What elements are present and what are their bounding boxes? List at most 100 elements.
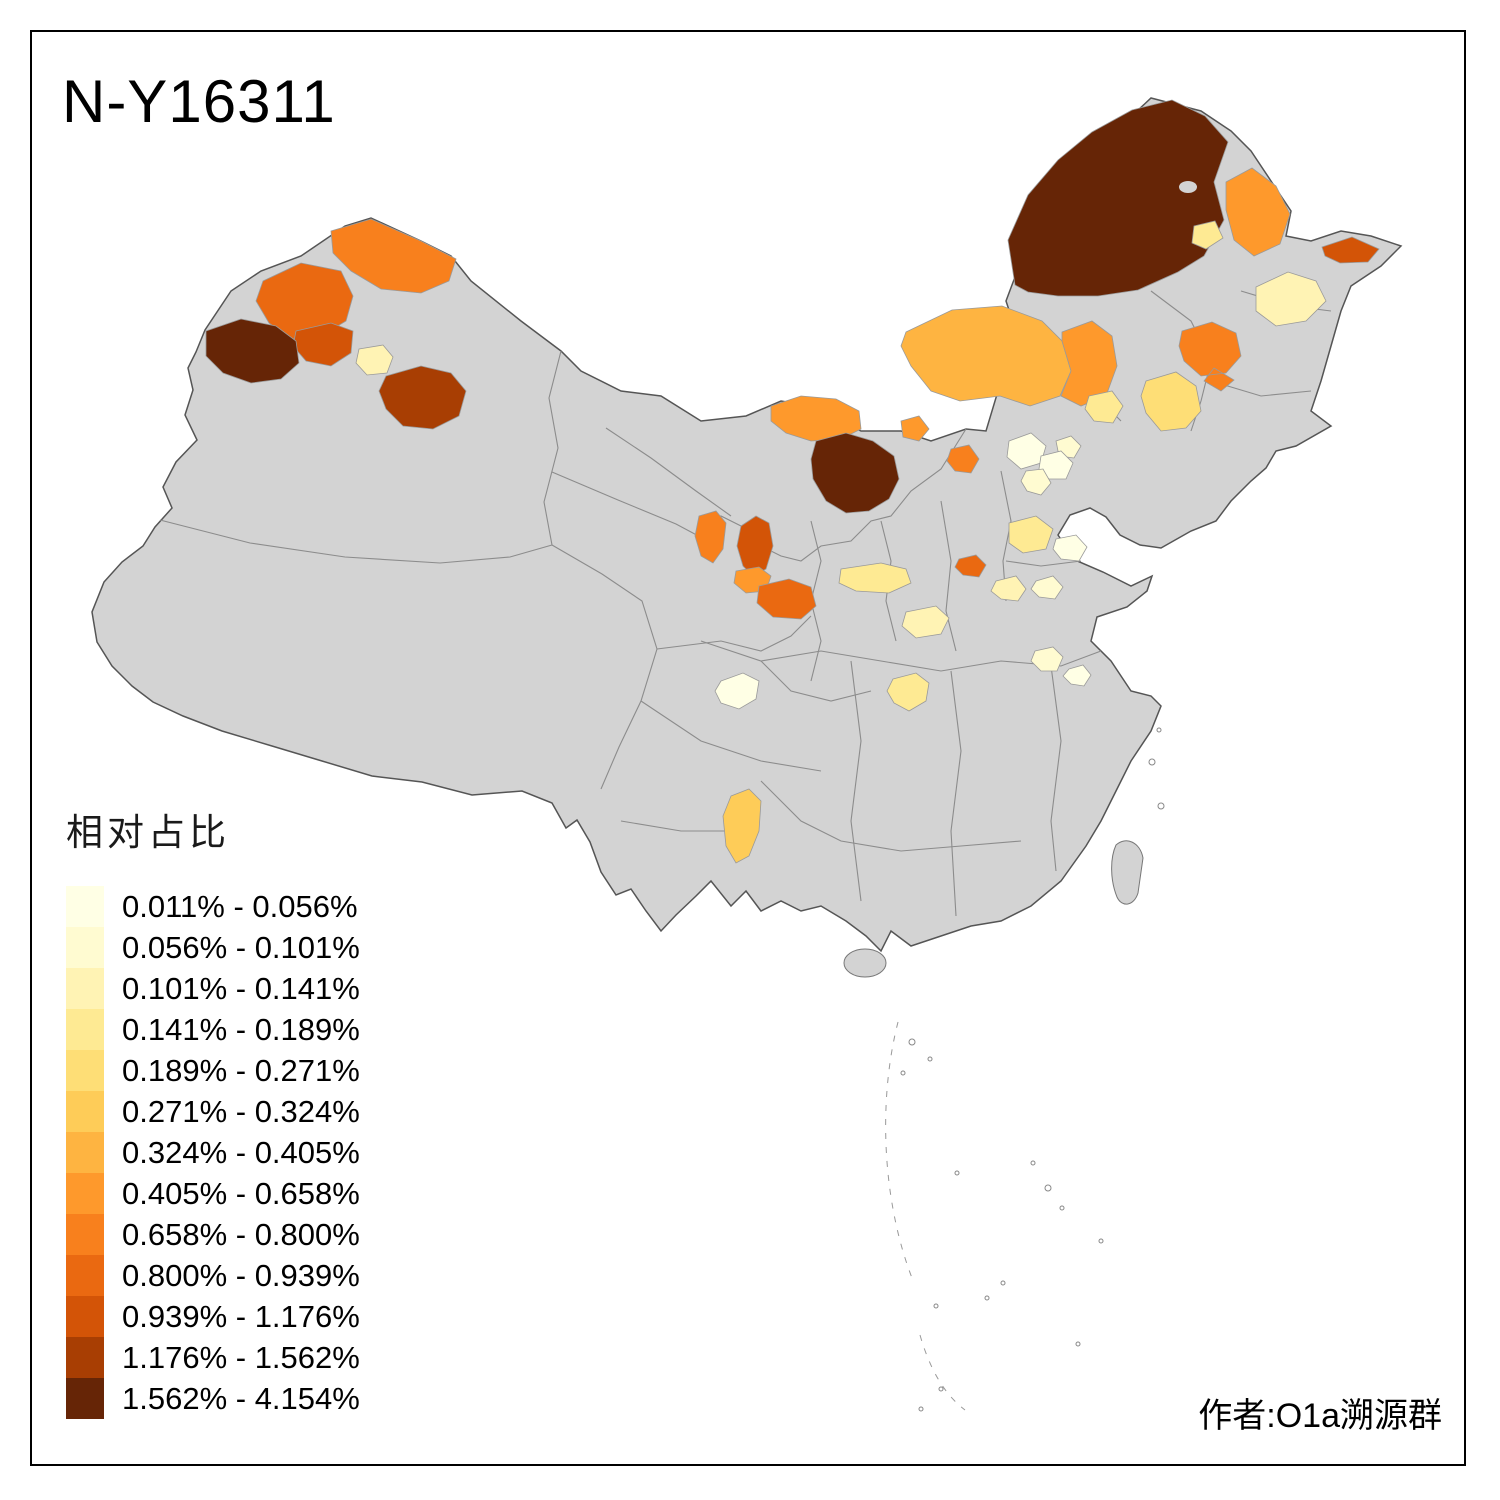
legend-row: 0.324% - 0.405% [66,1132,360,1173]
map-region [1020,468,1052,496]
map-region [838,562,912,594]
province-border-line [640,700,822,772]
legend-swatch [66,1378,104,1419]
legend: 相对占比 0.011% - 0.056% 0.056% - 0.101% 0.101… [66,802,360,1419]
province-border-line [656,615,812,652]
legend-label: 0.405% - 0.658% [122,1175,360,1211]
legend-label: 1.562% - 4.154% [122,1380,360,1416]
legend-swatch [66,1255,104,1296]
legend-label: 0.939% - 1.176% [122,1298,360,1334]
legend-label: 0.056% - 0.101% [122,929,360,965]
enclave-dot [1179,181,1197,193]
legend-swatch [66,968,104,1009]
map-region [954,554,987,578]
province-border-line [1050,665,1062,872]
province-border-line [543,350,562,546]
map-region [1178,321,1242,392]
map-region [810,432,900,514]
map-region [900,305,1072,407]
legend-row: 0.271% - 0.324% [66,1091,360,1132]
legend-swatch [66,1132,104,1173]
map-region [946,444,980,474]
map-region [886,672,930,712]
islands [843,727,1165,1412]
legend-row: 0.800% - 0.939% [66,1255,360,1296]
map-region [355,344,394,376]
map-region [1030,575,1064,600]
legend-swatch [66,1050,104,1091]
province-border-line [850,660,862,902]
legend-swatch [66,1214,104,1255]
legend-swatch [66,927,104,968]
map-region [1038,450,1074,480]
legend-row: 0.658% - 0.800% [66,1214,360,1255]
map-region [736,515,774,577]
province-border-line [1210,380,1312,397]
legend-swatch [66,1173,104,1214]
legend-label: 0.189% - 0.271% [122,1052,360,1088]
legend-row: 0.056% - 0.101% [66,927,360,968]
map-region [1191,220,1224,250]
legend-row: 1.176% - 1.562% [66,1337,360,1378]
legend-title: 相对占比 [66,812,230,853]
map-region [756,578,817,620]
province-border-line [551,471,707,541]
map-region [990,575,1027,602]
legend-swatch [66,886,104,927]
map-region [205,318,300,384]
province-border-line [605,427,732,517]
legend-swatch [66,1091,104,1132]
map-region [900,415,930,442]
map-region [722,788,762,864]
legend-row: 0.405% - 0.658% [66,1173,360,1214]
map-region [1062,664,1092,687]
map-region [694,510,727,564]
province-border-line [950,670,962,917]
map-region [1255,271,1327,327]
legend-label: 0.011% - 0.056% [122,888,358,924]
legend-row: 0.939% - 1.176% [66,1296,360,1337]
legend-row: 0.141% - 0.189% [66,1009,360,1050]
map-region [378,365,467,430]
map-region [901,605,950,639]
province-border-line [940,500,957,652]
legend-label: 1.176% - 1.562% [122,1339,360,1375]
map-region [1321,236,1380,264]
page-title: N-Y16311 [62,68,336,135]
map-region [1007,99,1229,297]
province-border-line [760,660,872,702]
province-border-line [620,820,741,832]
legend-label: 0.101% - 0.141% [122,970,360,1006]
legend-label: 0.800% - 0.939% [122,1257,360,1293]
map-regions [205,99,1380,864]
attribution: 作者:O1a溯源群 [1198,1397,1442,1435]
province-border-line [760,780,1022,852]
sea-boundary-dash [919,1334,966,1411]
legend-swatch [66,1337,104,1378]
legend-row: 0.101% - 0.141% [66,968,360,1009]
taiwan-island [1111,840,1144,905]
map-region [714,672,760,710]
south-china-sea-islets [885,727,1165,1412]
sea-boundary-dash [885,1021,913,1279]
province-border-line [1005,560,1082,567]
legend-row: 1.562% - 4.154% [66,1378,360,1419]
map-region [770,395,862,442]
legend-label: 0.324% - 0.405% [122,1134,360,1170]
legend-swatch [66,1009,104,1050]
map-region [1030,646,1064,672]
legend-row: 0.189% - 0.271% [66,1050,360,1091]
legend-label: 0.271% - 0.324% [122,1093,360,1129]
legend-row: 0.011% - 0.056% [66,886,360,927]
legend-swatch [66,1296,104,1337]
map-region [1052,534,1088,562]
legend-rows: 0.011% - 0.056% 0.056% - 0.101% 0.101% - 0… [66,886,360,1419]
province-border-line [159,519,553,564]
map-region [1225,167,1291,257]
hainan-island [843,948,887,978]
map-region [1008,515,1054,554]
map-region [1084,390,1124,424]
map-region [330,218,457,294]
map-region [1140,371,1202,432]
